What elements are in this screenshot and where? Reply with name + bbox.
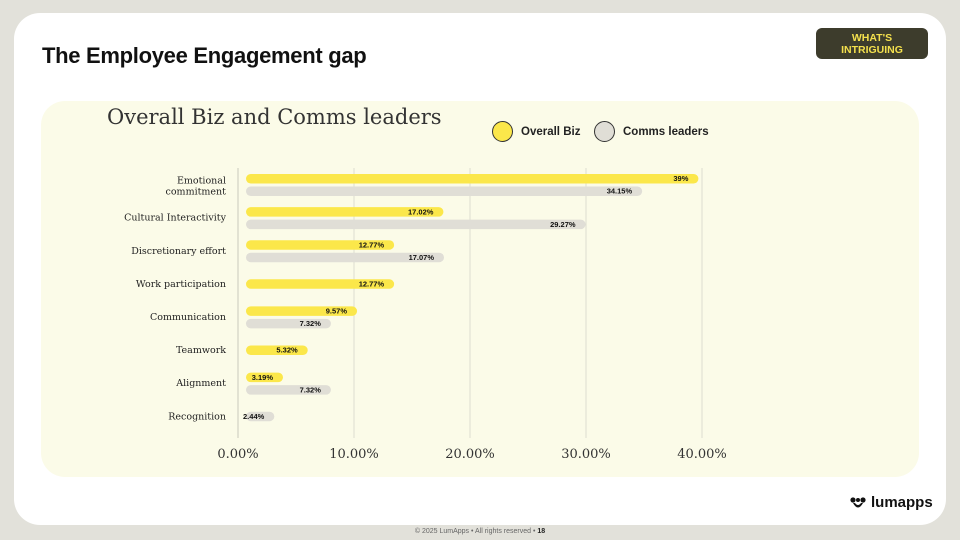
legend-label-overall-biz: Overall Biz bbox=[521, 125, 581, 138]
x-tick-label: 20.00% bbox=[445, 447, 495, 462]
category-label-discretionary-effort: Discretionary effort bbox=[131, 246, 226, 257]
category-label-work-participation: Work participation bbox=[136, 279, 226, 290]
whats-intriguing-badge: WHAT'S INTRIGUING bbox=[816, 28, 928, 59]
data-label-overall-biz-6: 3.19% bbox=[252, 373, 274, 382]
bar-comms-leaders-7 bbox=[246, 411, 275, 422]
page-number: 18 bbox=[537, 528, 546, 535]
bar-overall-biz-5 bbox=[246, 345, 308, 355]
data-label-comms-leaders-0: 34.15% bbox=[607, 187, 633, 196]
bar-overall-biz-4 bbox=[246, 306, 358, 316]
bar-overall-biz-6 bbox=[246, 372, 284, 383]
bar-comms-leaders-4 bbox=[246, 318, 331, 329]
bar-comms-leaders-1 bbox=[246, 219, 586, 230]
lumapps-logo-text: lumapps bbox=[871, 494, 933, 511]
footer-copyright: © 2025 LumApps • All rights reserved • bbox=[414, 528, 536, 535]
legend-swatch-overall-biz bbox=[492, 121, 513, 142]
data-label-overall-biz-5: 5.32% bbox=[276, 346, 298, 355]
data-label-overall-biz-2: 12.77% bbox=[359, 240, 385, 249]
category-label-emotional-commitment: Emotional commitment bbox=[166, 176, 227, 198]
category-label-communication: Communication bbox=[150, 312, 226, 323]
data-label-comms-leaders-2: 17.07% bbox=[409, 253, 435, 262]
chart-panel bbox=[41, 101, 919, 477]
lumapps-logo-icon bbox=[850, 496, 866, 507]
data-label-overall-biz-1: 17.02% bbox=[408, 207, 434, 216]
x-tick-label: 10.00% bbox=[329, 447, 379, 462]
category-label-recognition: Recognition bbox=[168, 411, 226, 422]
data-label-comms-leaders-1: 29.27% bbox=[550, 220, 576, 229]
lumapps-logo: lumapps bbox=[850, 494, 933, 511]
x-tick-label: 40.00% bbox=[677, 447, 727, 462]
chart-title: Overall Biz and Comms leaders bbox=[107, 105, 442, 129]
legend-comms-leaders: Comms leaders bbox=[594, 121, 709, 142]
data-label-overall-biz-4: 9.57% bbox=[326, 307, 348, 316]
legend-label-comms-leaders: Comms leaders bbox=[623, 125, 709, 138]
footer: © 2025 LumApps • All rights reserved • 1… bbox=[0, 528, 960, 535]
x-tick-label: 30.00% bbox=[561, 447, 611, 462]
legend-overall-biz: Overall Biz bbox=[492, 121, 580, 142]
bar-overall-biz-0 bbox=[246, 174, 699, 184]
category-label-alignment: Alignment bbox=[175, 378, 226, 389]
category-label-cultural-interactivity: Cultural Interactivity bbox=[124, 213, 227, 224]
data-label-overall-biz-0: 39% bbox=[673, 174, 688, 183]
bar-overall-biz-1 bbox=[246, 207, 444, 217]
category-label-teamwork: Teamwork bbox=[176, 345, 226, 356]
bar-comms-leaders-6 bbox=[246, 385, 331, 395]
data-label-comms-leaders-4: 7.32% bbox=[300, 319, 322, 328]
bar-overall-biz-2 bbox=[246, 240, 395, 250]
data-label-comms-leaders-6: 7.32% bbox=[300, 385, 322, 394]
data-label-comms-leaders-7: 2.44% bbox=[243, 412, 265, 421]
badge-label: WHAT'S INTRIGUING bbox=[841, 31, 903, 56]
x-tick-label: 0.00% bbox=[217, 447, 258, 462]
slide: The Employee Engagement gap WHAT'S INTRI… bbox=[14, 13, 946, 525]
bar-comms-leaders-2 bbox=[246, 252, 445, 263]
bar-comms-leaders-0 bbox=[246, 186, 643, 196]
data-label-overall-biz-3: 12.77% bbox=[359, 280, 385, 289]
bar-overall-biz-3 bbox=[246, 279, 395, 289]
legend-swatch-comms-leaders bbox=[594, 121, 615, 142]
slide-title: The Employee Engagement gap bbox=[42, 43, 367, 68]
